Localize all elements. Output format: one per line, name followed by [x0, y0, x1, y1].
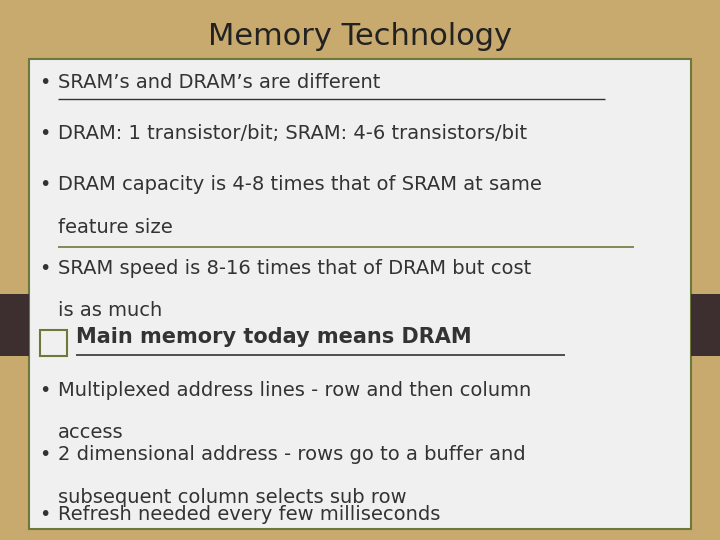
Text: subsequent column selects sub row: subsequent column selects sub row: [58, 488, 406, 507]
Text: 2 dimensional address - rows go to a buffer and: 2 dimensional address - rows go to a buf…: [58, 446, 525, 464]
Text: is as much: is as much: [58, 301, 162, 320]
Text: •: •: [40, 176, 51, 194]
Text: SRAM’s and DRAM’s are different: SRAM’s and DRAM’s are different: [58, 73, 380, 92]
Text: •: •: [40, 381, 51, 400]
Bar: [40, 330, 67, 356]
Text: DRAM capacity is 4-8 times that of SRAM at same: DRAM capacity is 4-8 times that of SRAM …: [58, 176, 541, 194]
FancyBboxPatch shape: [29, 59, 691, 529]
Text: Main memory today means DRAM: Main memory today means DRAM: [76, 327, 472, 347]
Text: DRAM: 1 transistor/bit; SRAM: 4-6 transistors/bit: DRAM: 1 transistor/bit; SRAM: 4-6 transi…: [58, 124, 527, 143]
Text: •: •: [40, 446, 51, 464]
Text: Refresh needed every few milliseconds: Refresh needed every few milliseconds: [58, 505, 440, 524]
Text: feature size: feature size: [58, 218, 172, 237]
Text: SRAM speed is 8-16 times that of DRAM but cost: SRAM speed is 8-16 times that of DRAM bu…: [58, 259, 531, 278]
Bar: [691, 294, 720, 356]
Text: Memory Technology: Memory Technology: [208, 22, 512, 51]
Text: •: •: [40, 505, 51, 524]
Text: access: access: [58, 423, 123, 442]
Text: Multiplexed address lines - row and then column: Multiplexed address lines - row and then…: [58, 381, 531, 400]
Text: •: •: [40, 73, 51, 92]
Bar: [0, 294, 29, 356]
Text: •: •: [40, 259, 51, 278]
Text: •: •: [40, 124, 51, 143]
